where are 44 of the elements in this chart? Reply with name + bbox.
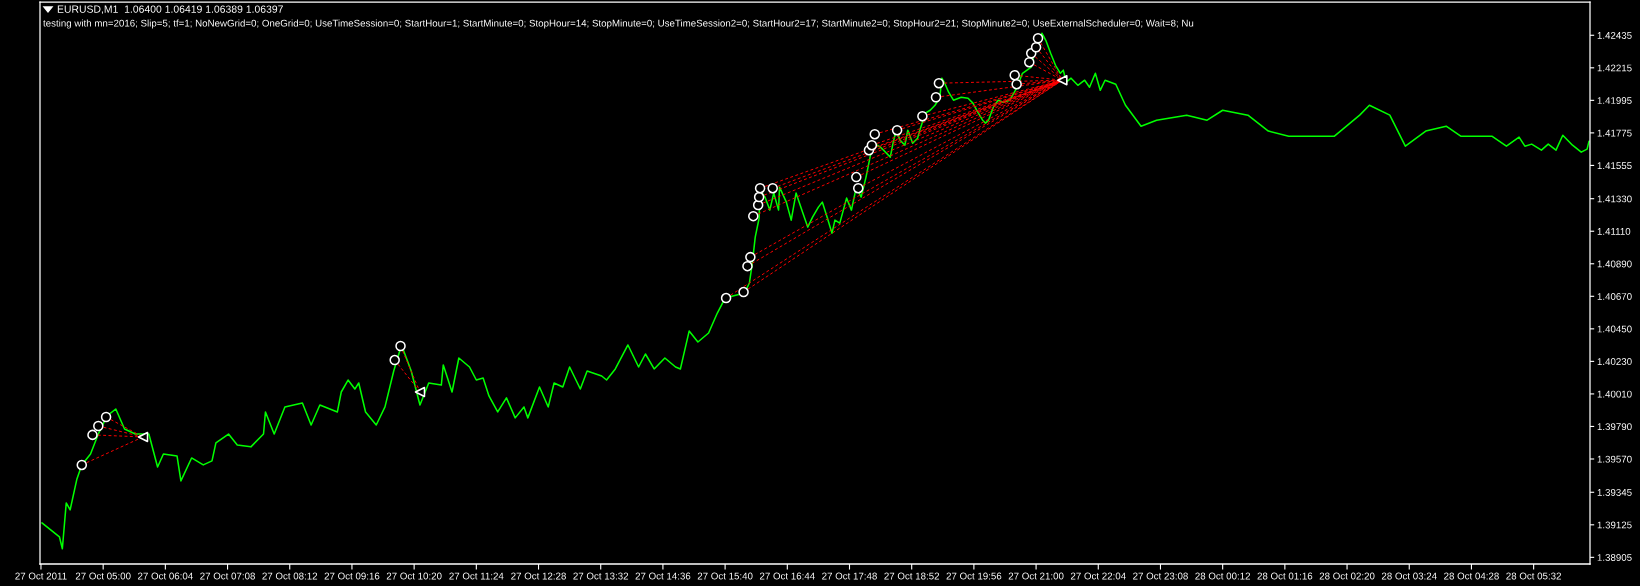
x-tick-label: 27 Oct 06:04 [138, 572, 193, 580]
text: testing with mn=2016; Slip=5; tf=1; NoNewGrid=0; OneGrid=0; UseTimeSession=0; StartHour=1; StartMinute=0; StopHour=14; StopMinute=0; UseTimeSession2=0; StartHour2=17; StartMinute2=0; StopHour2=21; StopMinute2=0; UseExternalScheduler=0; Wait=8; Nu [43, 19, 1194, 29]
x-tick-label: 28 Oct 05:32 [1506, 572, 1561, 580]
y-tick-label: 1.41330 [1597, 195, 1632, 203]
y-tick-label: 1.40450 [1597, 325, 1632, 333]
chart-title: EURUSD,M1 1.06400 1.06419 1.06389 1.06397 [57, 5, 283, 15]
x-tick-label: 27 Oct 19:56 [946, 572, 1002, 580]
x-tick-label: 27 Oct 2011 [15, 572, 67, 580]
x-tick-label: 27 Oct 23:08 [1133, 572, 1188, 580]
y-tick-label: 1.39125 [1597, 521, 1632, 529]
x-tick-label: 27 Oct 09:16 [324, 572, 380, 580]
y-tick-label: 1.41995 [1597, 97, 1632, 104]
y-tick-label: 1.42435 [1597, 32, 1632, 39]
x-tick-label: 27 Oct 22:04 [1070, 572, 1126, 580]
x-tick-label: 27 Oct 16:44 [759, 572, 815, 580]
x-tick-label: 27 Oct 18:52 [884, 572, 940, 580]
y-tick-label: 1.41775 [1597, 129, 1632, 137]
x-tick-label: 27 Oct 15:40 [697, 572, 753, 580]
y-tick-label: 1.40010 [1597, 390, 1632, 398]
y-tick-label: 1.42215 [1597, 64, 1632, 72]
x-tick-label: 27 Oct 07:08 [200, 572, 255, 580]
y-tick-label: 1.39790 [1597, 423, 1632, 431]
y-tick-label: 1.40670 [1597, 293, 1632, 300]
y-tick-label: 1.39570 [1597, 455, 1632, 463]
x-tick-label: 27 Oct 13:32 [573, 572, 629, 580]
x-tick-label: 28 Oct 00:12 [1195, 572, 1251, 580]
x-tick-label: 28 Oct 01:16 [1257, 572, 1313, 580]
y-tick-label: 1.40230 [1597, 358, 1632, 365]
y-tick-label: 1.39345 [1597, 489, 1632, 496]
y-tick-label: 1.41110 [1597, 227, 1631, 235]
x-tick-label: 27 Oct 11:24 [449, 572, 504, 580]
x-tick-label: 27 Oct 10:20 [386, 572, 442, 580]
x-tick-label: 27 Oct 05:00 [75, 572, 131, 580]
x-tick-label: 27 Oct 12:28 [511, 572, 566, 580]
x-tick-label: 27 Oct 17:48 [822, 572, 877, 580]
x-tick-label: 27 Oct 21:00 [1008, 572, 1064, 580]
x-tick-label: 28 Oct 04:28 [1444, 572, 1499, 580]
x-tick-label: 27 Oct 14:36 [635, 572, 691, 580]
y-tick-label: 1.38905 [1597, 554, 1632, 561]
x-tick-label: 28 Oct 03:24 [1381, 572, 1437, 580]
x-tick-label: 28 Oct 02:20 [1319, 572, 1375, 580]
x-tick-label: 27 Oct 08:12 [262, 572, 318, 580]
y-tick-label: 1.40890 [1597, 260, 1632, 268]
y-tick-label: 1.41555 [1597, 162, 1632, 170]
